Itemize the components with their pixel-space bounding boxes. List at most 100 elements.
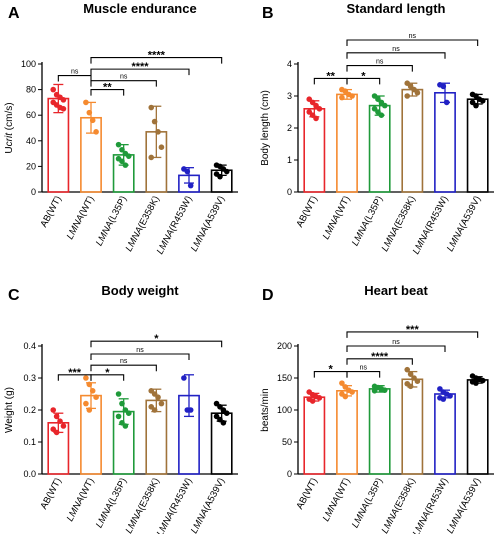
x-tick-label: LMNA(L35P) <box>94 476 129 530</box>
significance-label: ns <box>120 358 128 365</box>
data-point <box>60 106 67 112</box>
x-tick-label: LMNA(R453W) <box>411 476 451 534</box>
significance-bracket <box>346 331 479 338</box>
data-point <box>83 400 89 407</box>
significance-bracket <box>57 74 92 82</box>
data-point <box>440 83 447 90</box>
significance-label: ns <box>409 33 417 40</box>
significance-label: * <box>154 333 159 345</box>
data-point <box>151 118 158 125</box>
y-tick-label: 40 <box>26 136 36 146</box>
data-point <box>155 394 161 401</box>
panel-C: C Body weight 0.0 0.1 0.2 0.3 0.4 Weight (g) AB(… <box>4 283 238 534</box>
significance-bracket <box>90 80 157 87</box>
data-point <box>414 378 421 385</box>
significance-bracket <box>346 371 381 378</box>
panel-B: B Standard length 0 1 2 3 4 Body length (cm) AB(… <box>260 1 494 256</box>
y-tick-label: 60 <box>26 110 36 120</box>
significance-label: **** <box>131 61 149 73</box>
significance-bracket <box>346 358 413 365</box>
data-point <box>378 112 385 118</box>
y-tick-label: 2 <box>287 123 292 133</box>
significance-bracket <box>90 57 223 64</box>
data-point <box>122 162 129 168</box>
bar-LMNA(E358K) <box>401 378 424 475</box>
bar-LMNA(E358K) <box>401 88 424 193</box>
chart-title: Body weight <box>101 283 179 298</box>
data-point <box>122 423 129 429</box>
x-tick-label: LMNA(E358K) <box>380 476 418 534</box>
data-point <box>479 377 486 384</box>
panel-letter: C <box>8 287 20 304</box>
significance-label: ** <box>326 70 335 82</box>
significance-bracket <box>346 65 413 72</box>
data-point <box>339 380 345 386</box>
data-point <box>89 388 96 394</box>
data-point <box>148 104 155 111</box>
x-tick-label: LMNA(WT) <box>321 194 353 241</box>
data-point <box>86 407 93 413</box>
chart-title: Muscle endurance <box>83 1 196 16</box>
data-point <box>89 117 96 124</box>
significance-label: **** <box>148 50 166 62</box>
data-point <box>50 407 57 413</box>
bar-AB(WT) <box>303 108 326 193</box>
y-axis-label: Body length (cm) <box>260 90 271 166</box>
x-tick-label: LMNA(A539V) <box>189 476 227 534</box>
y-tick-label: 0.1 <box>23 437 36 447</box>
significance-bracket <box>90 364 157 372</box>
y-tick-label: 150 <box>277 373 292 383</box>
significance-bracket <box>346 77 381 85</box>
x-tick-label: LMNA(A539V) <box>445 476 483 534</box>
data-point <box>125 410 132 417</box>
data-point <box>115 391 122 397</box>
y-tick-label: 0 <box>31 187 36 197</box>
data-point <box>115 141 122 148</box>
data-point <box>381 102 388 109</box>
x-tick-label: LMNA(L35P) <box>350 476 385 530</box>
x-tick-label: LMNA(L35P) <box>94 194 129 248</box>
x-tick-label: LMNA(E358K) <box>124 476 162 534</box>
x-tick-label: AB(WT) <box>38 476 64 511</box>
panel-letter: A <box>8 5 20 22</box>
significance-label: *** <box>68 367 82 379</box>
data-point <box>349 93 355 99</box>
significance-label: ns <box>136 347 144 354</box>
data-point <box>404 366 411 373</box>
chart-title: Heart beat <box>364 283 428 298</box>
bar-AB(WT) <box>303 396 326 475</box>
significance-bracket <box>90 374 125 381</box>
data-point <box>53 413 60 420</box>
data-point <box>86 109 93 116</box>
data-point <box>93 394 99 401</box>
x-tick-label: LMNA(WT) <box>65 476 97 523</box>
x-tick-label: LMNA(WT) <box>321 476 353 523</box>
significance-label: **** <box>371 351 389 363</box>
y-axis-label: Weight (g) <box>4 387 15 433</box>
chart-title: Standard length <box>347 1 446 16</box>
data-point <box>309 398 316 404</box>
data-point <box>342 393 349 400</box>
data-point <box>50 86 57 93</box>
data-point <box>473 380 479 386</box>
x-tick-label: AB(WT) <box>294 194 320 229</box>
x-tick-label: LMNA(E358K) <box>124 194 162 253</box>
significance-label: ns <box>392 339 400 346</box>
bar-LMNA(L35P) <box>368 104 391 193</box>
data-point <box>407 371 414 377</box>
data-point <box>349 389 355 395</box>
data-point <box>86 381 93 388</box>
significance-label: * <box>105 367 110 379</box>
data-point <box>119 158 125 165</box>
bar-LMNA(WT) <box>336 93 358 193</box>
data-point <box>60 97 67 103</box>
data-point <box>339 94 345 101</box>
data-point <box>187 182 194 189</box>
significance-bracket <box>90 89 125 96</box>
data-point <box>479 98 486 104</box>
data-point <box>414 90 421 96</box>
y-tick-label: 0.2 <box>23 405 36 415</box>
significance-bracket <box>346 345 446 352</box>
significance-label: * <box>329 364 334 376</box>
panel-A: A Muscle endurance 0 20 40 60 80 100 Ucrit (cm/s… <box>4 1 238 256</box>
